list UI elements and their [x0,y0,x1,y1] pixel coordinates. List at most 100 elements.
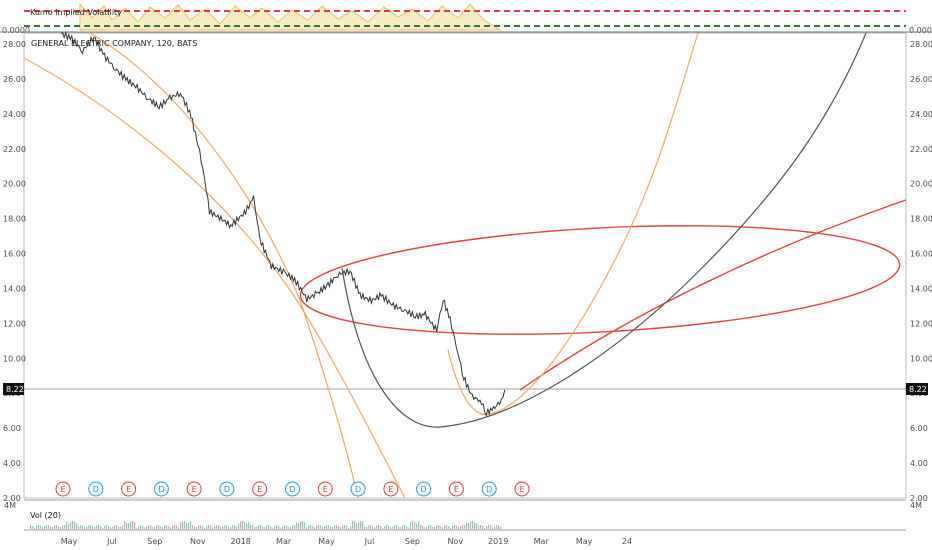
volume-bar [124,521,126,529]
volume-bar [82,525,84,529]
volume-bar [258,525,260,529]
y-tick-label-right: 12.00 [910,319,932,328]
volume-bar [406,526,408,529]
volume-bar [232,525,234,529]
x-tick-label: 2019 [488,537,508,546]
volume-bar [392,526,394,529]
volume-bar [436,525,438,529]
volume-bar [160,526,162,529]
volume-bar [194,526,196,529]
volume-bar [486,526,488,529]
volume-bar [314,527,316,529]
volume-bar [116,525,118,529]
volume-bar [334,525,336,529]
volume-bar [90,525,92,529]
volume-bar [458,527,460,529]
volume-bar [344,525,346,529]
earnings-marker[interactable]: E [383,481,399,497]
volume-bar [420,525,422,529]
volume-bar [148,525,150,529]
volume-bar [482,526,484,529]
volume-bar [272,527,274,529]
volume-bar [412,521,414,529]
volume-bar [108,525,110,529]
y-tick-label-left: 4.00 [3,459,21,468]
earnings-marker[interactable]: E [186,481,202,497]
x-tick-label: 2018 [231,537,251,546]
volume-bar [198,525,200,529]
y-tick-label-right: 16.00 [910,250,932,259]
volume-bar [222,526,224,529]
volume-bar [170,527,172,529]
earnings-marker[interactable]: E [55,481,71,497]
volume-bar [410,521,412,529]
price-series-line [61,30,506,417]
volume-bar [386,525,388,529]
volume-bar [156,525,158,529]
volume-bar [30,525,32,529]
earnings-marker[interactable]: E [317,481,333,497]
volume-bar [110,527,112,529]
volume-bar [330,526,332,529]
volume-bar [202,526,204,529]
volume-bar [310,525,312,529]
x-tick-label: Nov [190,537,206,546]
dividend-marker[interactable]: D [416,481,432,497]
drawings [23,32,907,499]
dividend-marker[interactable]: D [285,481,300,497]
earnings-marker[interactable]: E [121,481,137,497]
volume-bar [262,526,264,529]
volume-bar [332,527,334,529]
volume-bar [308,525,310,529]
x-tick-label: 24 [622,537,632,546]
dividend-marker[interactable]: D [481,481,497,497]
volume-bar [342,525,344,529]
volume-bar [480,525,482,529]
volume-bar [54,525,56,529]
volume-bar [208,525,210,529]
volume-bar [102,527,104,529]
volume-bar [298,523,300,529]
volume-bar [490,525,492,529]
volume-bar [464,525,466,529]
y-tick-label-left: 22.00 [3,145,26,154]
volume-bar [256,526,258,529]
svg-text:D: D [158,485,164,494]
volume-bar [428,525,430,529]
volume-bar [358,522,360,529]
volume-bar [64,525,66,529]
volume-bar [46,525,48,529]
volume-bar [66,522,68,529]
earnings-marker[interactable]: E [514,481,530,497]
last-price-badge-right: 8.22 [906,383,928,395]
volume-bar [472,521,474,529]
volume-bar [426,526,428,529]
volume-bar [462,525,464,529]
dividend-marker[interactable]: D [153,481,169,497]
y-tick-label-left: 28.00 [3,40,26,49]
volume-bar [384,526,386,529]
volume-bar [184,521,186,529]
volume-bar [242,521,244,529]
volume-bar [354,521,356,529]
red-rising-line [519,199,907,391]
dividend-marker[interactable]: D [88,481,104,497]
volume-bar [414,521,416,529]
volume-bar [316,526,318,529]
volume-bar [42,527,44,529]
volume-bar [50,527,52,529]
volume-bar [134,522,136,529]
volume-bar [174,525,176,529]
x-tick-label: Jul [106,537,117,546]
earnings-marker[interactable]: E [448,481,464,497]
dividend-marker[interactable]: D [219,481,235,497]
svg-text:8.22: 8.22 [909,385,927,394]
volume-bar [204,527,206,529]
dividend-marker[interactable]: D [350,481,366,497]
earnings-marker[interactable]: E [252,481,268,497]
svg-text:D: D [421,485,427,494]
volume-bar [138,525,140,529]
volume-bar [488,525,490,529]
volume-bar [74,521,76,529]
